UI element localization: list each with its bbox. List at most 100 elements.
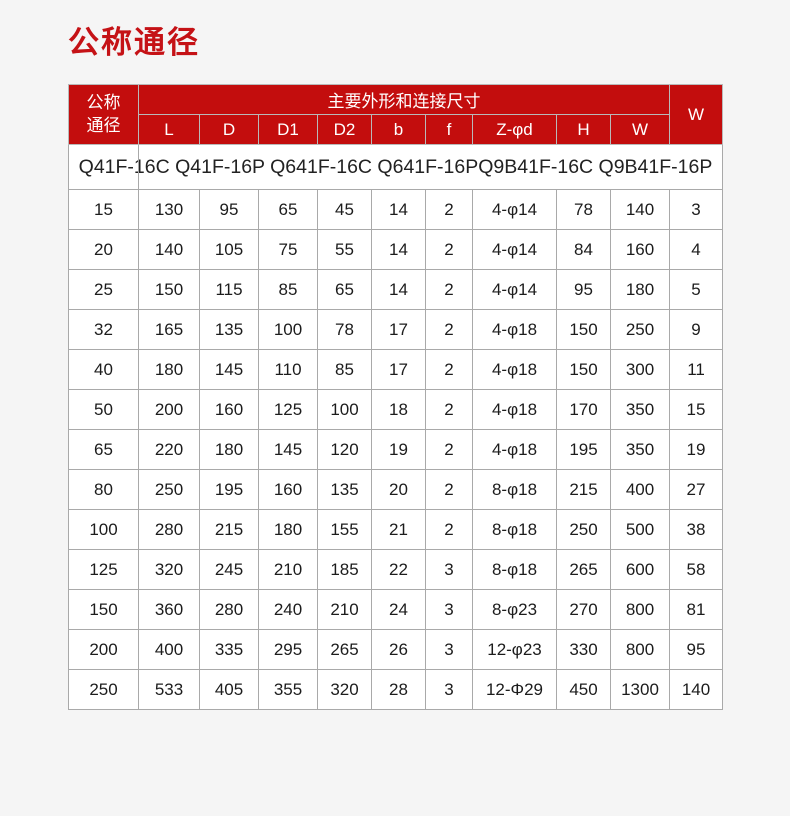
model-codes-cell: Q41F-16C Q41F-16P Q641F-16C Q641F-16PQ9B…	[67, 144, 724, 191]
value-cell: 295	[258, 629, 318, 671]
value-cell: 155	[317, 509, 372, 551]
dn-cell: 25	[68, 269, 139, 311]
header-group-label: 主要外形和连接尺寸	[137, 84, 671, 116]
value-cell: 135	[317, 469, 372, 511]
value-cell: 180	[138, 349, 200, 391]
value-cell: 4-φ18	[472, 349, 557, 391]
dn-cell: 150	[68, 589, 139, 631]
dn-cell: 125	[68, 549, 139, 591]
value-cell: 100	[258, 309, 318, 351]
table-row: 40 180 145 110 85 17 2 4-φ18 150 300 11	[68, 349, 724, 391]
value-cell: 85	[317, 349, 372, 391]
value-cell: 335	[199, 629, 259, 671]
header-subcol-d1: D1	[258, 114, 318, 146]
value-cell: 140	[138, 229, 200, 271]
value-cell: 405	[199, 669, 259, 711]
table-body: 15 130 95 65 45 14 2 4-φ14 78 140 3 20 140 105 75 55 14 2…	[68, 189, 724, 711]
table-row: 20 140 105 75 55 14 2 4-φ14 84 160 4	[68, 229, 724, 271]
value-cell: 3	[425, 549, 473, 591]
value-cell: 4-φ14	[472, 269, 557, 311]
value-cell: 4-φ18	[472, 389, 557, 431]
value-cell: 95	[556, 269, 611, 311]
value-cell: 135	[199, 309, 259, 351]
value-cell: 165	[138, 309, 200, 351]
value-cell: 2	[425, 189, 473, 231]
model-codes-text: Q41F-16C Q41F-16P Q641F-16C Q641F-16PQ9B…	[78, 155, 713, 178]
value-cell: 2	[425, 229, 473, 271]
value-cell: 210	[258, 549, 318, 591]
value-cell: 26	[371, 629, 426, 671]
dimensions-table: 公称 通径 主要外形和连接尺寸 W L D D1 D2 b f Z-φd H W Q41F-16…	[67, 84, 724, 711]
value-cell: 12-Φ29	[472, 669, 557, 711]
dn-cell: 32	[68, 309, 139, 351]
table-row: 25 150 115 85 65 14 2 4-φ14 95 180 5	[68, 269, 724, 311]
table-row: 200 400 335 295 265 26 3 12-φ23 330 800 95	[68, 629, 724, 671]
table-row: 80 250 195 160 135 20 2 8-φ18 215 400 27	[68, 469, 724, 511]
dn-cell: 80	[68, 469, 139, 511]
value-cell: 24	[371, 589, 426, 631]
header-subcol-l: L	[138, 114, 200, 146]
value-cell: 250	[609, 309, 671, 351]
value-cell: 105	[199, 229, 259, 271]
value-cell: 150	[556, 349, 611, 391]
value-cell: 320	[317, 669, 372, 711]
header-nominal-line2: 通径	[86, 115, 121, 135]
value-cell: 145	[258, 429, 318, 471]
value-cell: 8-φ18	[472, 549, 557, 591]
value-cell: 220	[138, 429, 200, 471]
value-cell: 3	[425, 629, 473, 671]
value-cell: 14	[371, 189, 426, 231]
dn-cell: 200	[68, 629, 139, 671]
value-cell: 265	[556, 549, 611, 591]
header-subcol-b: b	[371, 114, 426, 146]
value-cell: 250	[138, 469, 200, 511]
value-cell: 245	[199, 549, 259, 591]
value-cell: 110	[258, 349, 318, 391]
table-row: 250 533 405 355 320 28 3 12-Φ29 450 1300 140	[68, 669, 724, 711]
value-cell: 800	[609, 629, 671, 671]
value-cell: 17	[371, 349, 426, 391]
value-cell: 55	[317, 229, 372, 271]
value-cell: 500	[609, 509, 671, 551]
value-cell: 120	[317, 429, 372, 471]
header-subcol-d: D	[199, 114, 259, 146]
value-cell: 355	[258, 669, 318, 711]
value-cell: 8-φ23	[472, 589, 557, 631]
value-cell: 4-φ18	[472, 309, 557, 351]
value-cell: 215	[199, 509, 259, 551]
value-cell: 400	[609, 469, 671, 511]
value-cell: 140	[609, 189, 671, 231]
header-nominal-diameter: 公称 通径	[68, 84, 139, 146]
value-cell: 450	[556, 669, 611, 711]
value-cell: 4-φ18	[472, 429, 557, 471]
value-cell: 95	[669, 629, 724, 671]
page-title: 公称通径	[68, 25, 200, 60]
value-cell: 27	[669, 469, 724, 511]
value-cell: 320	[138, 549, 200, 591]
value-cell: 215	[556, 469, 611, 511]
value-cell: 2	[425, 389, 473, 431]
dn-cell: 40	[68, 349, 139, 391]
value-cell: 19	[371, 429, 426, 471]
header-subcol-zd: Z-φd	[472, 114, 557, 146]
value-cell: 14	[371, 269, 426, 311]
value-cell: 170	[556, 389, 611, 431]
value-cell: 330	[556, 629, 611, 671]
value-cell: 140	[669, 669, 724, 711]
value-cell: 8-φ18	[472, 509, 557, 551]
header-weight-col: W	[669, 84, 724, 146]
value-cell: 17	[371, 309, 426, 351]
header-sub-row: L D D1 D2 b f Z-φd H W	[69, 114, 723, 146]
value-cell: 160	[609, 229, 671, 271]
value-cell: 195	[199, 469, 259, 511]
value-cell: 2	[425, 349, 473, 391]
value-cell: 65	[317, 269, 372, 311]
value-cell: 78	[556, 189, 611, 231]
table-model-body: Q41F-16C Q41F-16P Q641F-16C Q641F-16PQ9B…	[67, 144, 724, 191]
value-cell: 14	[371, 229, 426, 271]
value-cell: 20	[371, 469, 426, 511]
value-cell: 250	[556, 509, 611, 551]
value-cell: 180	[609, 269, 671, 311]
value-cell: 800	[609, 589, 671, 631]
dn-cell: 65	[68, 429, 139, 471]
